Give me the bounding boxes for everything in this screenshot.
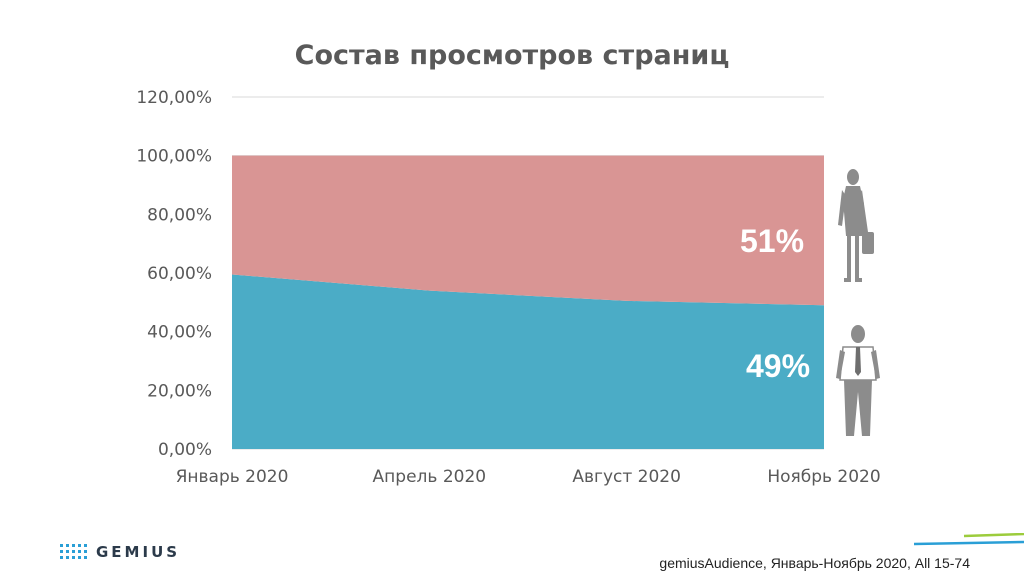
area-female — [232, 155, 824, 306]
series-areas — [232, 155, 824, 449]
decorative-lines — [914, 533, 1024, 546]
gemius-logo-text: GEMIUS — [96, 543, 181, 561]
y-tick-label: 40,00% — [147, 323, 212, 343]
female-percent-label: 51% — [740, 223, 804, 259]
man-silhouette-icon — [836, 325, 880, 436]
source-note: gemiusAudience, Январь-Ноябрь 2020, All … — [659, 555, 970, 571]
y-tick-label: 20,00% — [147, 381, 212, 401]
area-male — [232, 274, 824, 449]
x-tick-label: Ноябрь 2020 — [767, 467, 880, 487]
y-tick-label: 60,00% — [147, 264, 212, 284]
woman-silhouette-icon — [838, 169, 874, 282]
gemius-logo: GEMIUS — [60, 543, 180, 561]
x-tick-label: Апрель 2020 — [373, 467, 487, 487]
male-percent-label: 49% — [746, 348, 810, 384]
y-tick-label: 100,00% — [136, 147, 212, 167]
x-tick-label: Январь 2020 — [176, 467, 289, 487]
gemius-logo-icon — [60, 544, 87, 559]
y-tick-label: 80,00% — [147, 205, 212, 225]
x-tick-labels: Январь 2020 Апрель 2020 Август 2020 Ноябрь … — [176, 467, 881, 487]
y-tick-label: 120,00% — [136, 88, 212, 108]
y-tick-label: 0,00% — [158, 440, 212, 460]
x-tick-label: Август 2020 — [572, 467, 681, 487]
chart-title: Состав просмотров страниц — [294, 40, 730, 71]
y-tick-labels: 0,00% 20,00% 40,00% 60,00% 80,00% 100,00% 120,… — [136, 88, 212, 460]
